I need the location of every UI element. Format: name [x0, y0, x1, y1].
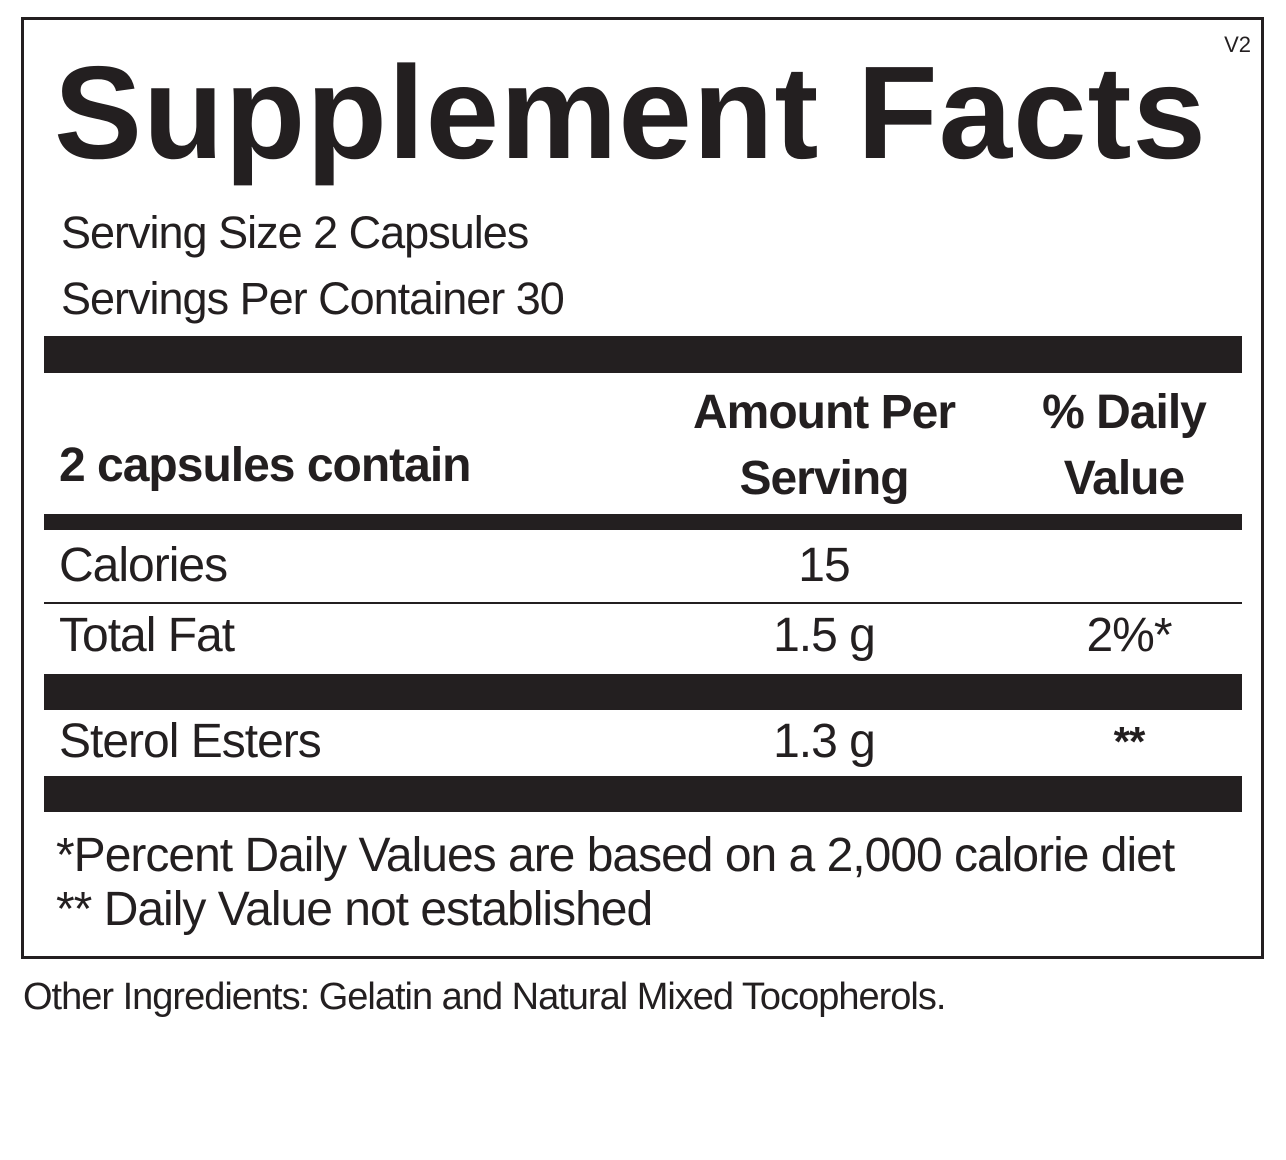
nutrient-amount-sterol-esters: 1.3 g: [773, 715, 876, 768]
column-header-dv-line2: Value: [1063, 452, 1185, 505]
divider-thick: [44, 336, 1242, 373]
serving-size: Serving Size 2 Capsules: [61, 207, 529, 258]
column-header-daily-value: % Daily Value: [1004, 380, 1244, 512]
divider-thick: [44, 674, 1242, 710]
supplement-facts-panel: V2 Supplement Facts Serving Size 2 Capsu…: [21, 17, 1264, 959]
footnote-dv-not-established: ** Daily Value not established: [56, 883, 653, 936]
column-header-contain: 2 capsules contain: [59, 439, 471, 492]
nutrient-name-calories: Calories: [59, 539, 228, 592]
column-header-dv-line1: % Daily: [1042, 386, 1207, 439]
nutrient-dv-total-fat: 2%*: [1086, 609, 1172, 662]
divider-thick: [44, 776, 1242, 812]
nutrient-amount-total-fat: 1.5 g: [773, 609, 876, 662]
nutrient-name-total-fat: Total Fat: [59, 609, 235, 662]
column-header-amount-line1: Amount Per: [692, 386, 956, 439]
divider-medium: [44, 514, 1242, 530]
servings-per-container: Servings Per Container 30: [61, 273, 565, 324]
column-header-amount-line2: Serving: [739, 452, 909, 505]
nutrient-amount-calories: 15: [798, 539, 850, 592]
panel-title: Supplement Facts: [54, 39, 1207, 186]
version-tag: V2: [1224, 32, 1251, 57]
column-header-amount: Amount Per Serving: [644, 380, 1004, 512]
footnote-percent-dv: *Percent Daily Values are based on a 2,0…: [56, 829, 1175, 882]
divider-thin: [44, 602, 1242, 604]
nutrient-dv-sterol-esters: **: [1113, 718, 1146, 765]
nutrient-name-sterol-esters: Sterol Esters: [59, 715, 322, 768]
other-ingredients: Other Ingredients: Gelatin and Natural M…: [23, 976, 946, 1018]
